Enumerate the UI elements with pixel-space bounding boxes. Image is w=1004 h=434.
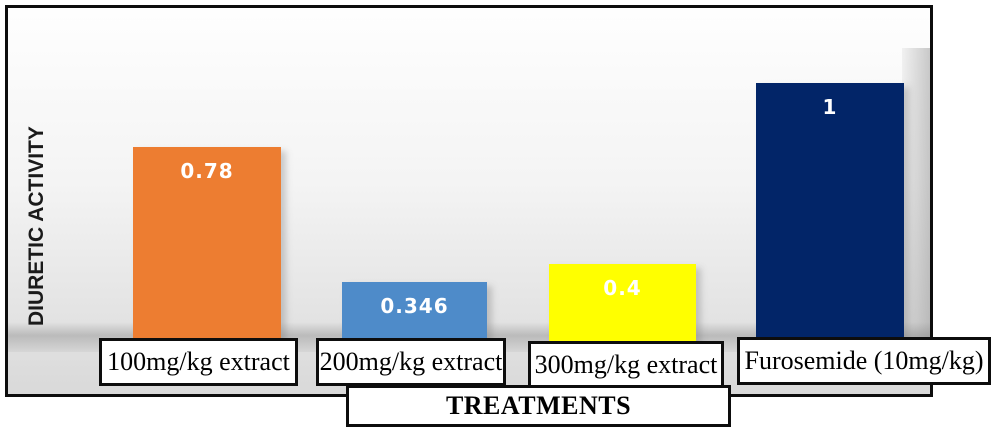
category-label-200mg-extract: 200mg/kg extract: [316, 338, 506, 386]
bar-value-label: 1: [822, 95, 838, 119]
category-label-100mg-extract: 100mg/kg extract: [99, 338, 298, 386]
bar-100mg-extract: 0.78: [133, 147, 281, 347]
bar-value-label: 0.4: [603, 276, 642, 300]
bar-furosemide: 1: [756, 83, 904, 347]
bar-200mg-extract: 0.346: [342, 282, 487, 347]
bar-value-label: 0.78: [180, 159, 234, 183]
y-axis-title: DIURETIC ACTIVITY: [25, 126, 48, 326]
category-label-furosemide: Furosemide (10mg/kg): [737, 337, 991, 385]
category-label-300mg-extract: 300mg/kg extract: [528, 341, 724, 389]
bar-300mg-extract: 0.4: [549, 264, 696, 347]
x-axis-title: TREATMENTS: [346, 385, 731, 427]
chart-frame: DIURETIC ACTIVITY 0.78 0.346 0.4 1: [5, 5, 933, 397]
right-wall-shadow: [902, 48, 930, 350]
bar-value-label: 0.346: [380, 294, 449, 318]
